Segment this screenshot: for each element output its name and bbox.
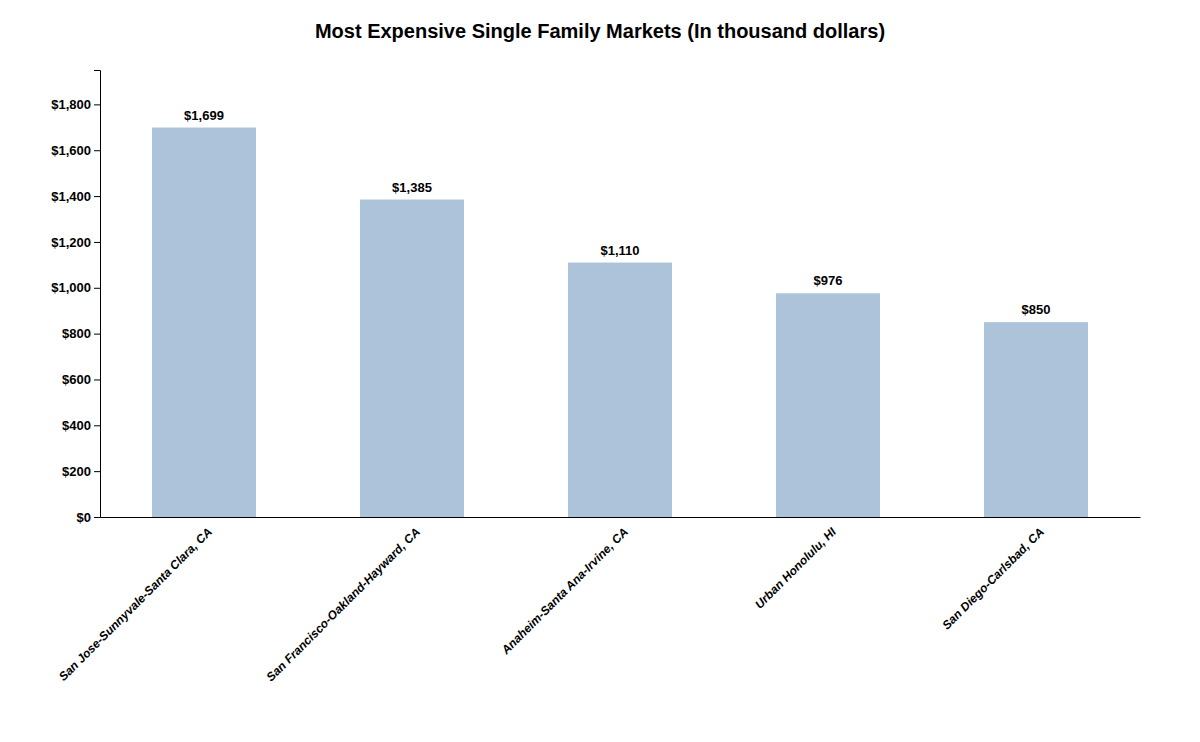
- bar: [776, 293, 880, 517]
- x-tick: Anaheim-Santa Ana-Irvine, CA: [498, 525, 631, 658]
- x-tick-label: San Jose-Sunnyvale-Santa Clara, CA: [56, 525, 215, 684]
- y-tick-label: $400: [62, 418, 91, 433]
- y-tick-label: $1,000: [51, 280, 91, 295]
- x-axis: San Jose-Sunnyvale-Santa Clara, CA San Fr…: [56, 518, 1141, 685]
- x-tick-label: San Diego-Carlsbad, CA: [939, 525, 1047, 633]
- y-tick: $400: [62, 418, 100, 433]
- y-tick: $200: [62, 464, 100, 479]
- y-tick: $800: [62, 326, 100, 341]
- y-tick: $1,400: [51, 189, 100, 204]
- data-labels: $1,699 $1,385 $1,110 $976 $850: [184, 108, 1050, 318]
- bars: [152, 128, 1088, 517]
- y-tick-label: $200: [62, 464, 91, 479]
- y-tick-label: $1,400: [51, 189, 91, 204]
- x-tick-label: Anaheim-Santa Ana-Irvine, CA: [498, 525, 631, 658]
- y-tick-label: $1,600: [51, 143, 91, 158]
- x-tick-label: Urban Honolulu, HI: [752, 524, 839, 611]
- title: Most Expensive Single Family Markets (In…: [315, 20, 885, 42]
- y-tick: $600: [62, 372, 100, 387]
- data-label: $1,110: [600, 243, 639, 258]
- bar: [152, 128, 256, 517]
- y-tick-mark: [94, 425, 100, 426]
- x-tick: San Diego-Carlsbad, CA: [939, 525, 1047, 633]
- y-tick-mark: [94, 288, 100, 289]
- data-label: $1,699: [184, 108, 224, 123]
- data-label: $976: [814, 273, 843, 288]
- y-tick-label: $0: [77, 510, 91, 525]
- chart: $0 $200 $400 $600 $800 $1,000 $1,200 $1,400 $1,6…: [0, 0, 1200, 742]
- y-tick-mark: [94, 334, 100, 335]
- y-tick: $1,000: [51, 280, 100, 295]
- y-tick-label: $1,200: [51, 235, 91, 250]
- data-label: $850: [1022, 302, 1051, 317]
- y-tick: $0: [77, 510, 100, 525]
- y-tick-mark: [94, 104, 100, 105]
- x-tick: San Jose-Sunnyvale-Santa Clara, CA: [56, 525, 215, 684]
- y-tick: $1,800: [51, 97, 100, 112]
- bar: [984, 322, 1088, 517]
- y-tick: $1,200: [51, 235, 100, 250]
- y-axis-line: [94, 71, 101, 518]
- x-axis-line: [101, 517, 1141, 518]
- y-tick-label: $800: [62, 326, 91, 341]
- y-tick-mark: [94, 150, 100, 151]
- plot: $0 $200 $400 $600 $800 $1,000 $1,200 $1,400 $1,6…: [51, 71, 1140, 685]
- x-tick: San Francisco-Oakland-Hayward, CA: [264, 525, 423, 684]
- bar: [568, 263, 672, 517]
- y-tick: $1,600: [51, 143, 100, 158]
- y-tick-mark: [94, 517, 100, 518]
- y-tick-mark: [94, 379, 100, 380]
- x-tick-label: San Francisco-Oakland-Hayward, CA: [264, 525, 423, 684]
- y-tick-label: $1,800: [51, 97, 91, 112]
- bar: [360, 200, 464, 517]
- y-axis: $0 $200 $400 $600 $800 $1,000 $1,200 $1,400 $1,6…: [51, 71, 100, 525]
- y-tick-label: $600: [62, 372, 91, 387]
- y-tick-mark: [94, 242, 100, 243]
- y-tick-mark: [94, 196, 100, 197]
- x-tick: Urban Honolulu, HI: [752, 524, 839, 611]
- data-label: $1,385: [392, 180, 432, 195]
- y-tick-mark: [94, 471, 100, 472]
